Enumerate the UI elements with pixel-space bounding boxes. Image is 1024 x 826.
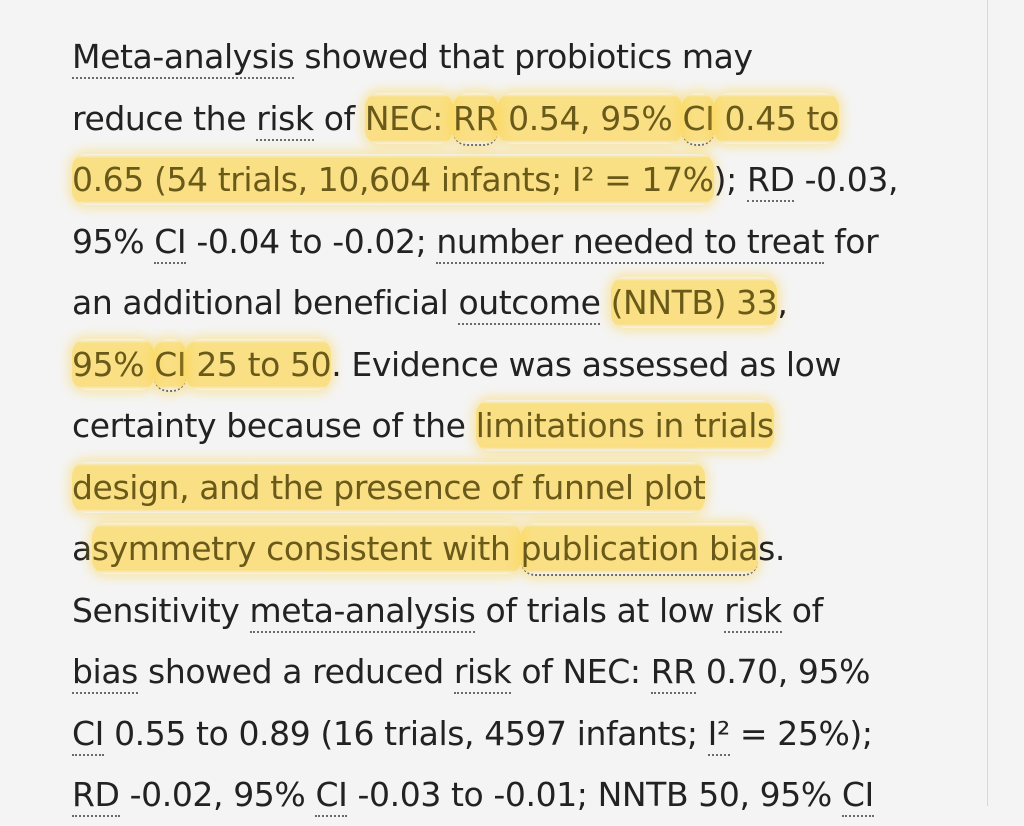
highlighted-text: 0.45 to: [714, 92, 839, 144]
text-line: design, and the presence of funnel plot: [72, 457, 972, 519]
glossary-term-link[interactable]: CI: [154, 221, 187, 264]
text-segment: of trials at low: [475, 590, 725, 630]
glossary-term-link[interactable]: CI: [72, 713, 104, 756]
text-segment: -0.02, 95%: [119, 775, 316, 814]
text-line: an additional beneficial outcome (NNTB) …: [72, 272, 972, 334]
glossary-term-link[interactable]: RR: [650, 652, 696, 694]
text-segment: of NEC:: [511, 652, 651, 691]
glossary-term-link[interactable]: CI: [315, 775, 348, 817]
highlighted-text: limitations in trials: [475, 400, 774, 451]
text-line: certainty because of the limitations in …: [72, 395, 972, 457]
text-line: RD -0.02, 95% CI -0.03 to -0.01; NNTB 50…: [72, 764, 972, 826]
text-segment: certainty because of the: [72, 406, 476, 445]
text-line: 95% CI -0.04 to -0.02; number needed to …: [72, 211, 972, 273]
glossary-term-link[interactable]: I²: [707, 713, 730, 756]
text-segment: -0.03,: [794, 160, 899, 199]
text-segment: an additional beneficial: [72, 283, 459, 322]
glossary-term-link[interactable]: risk: [453, 652, 512, 694]
highlighted-text: design, and the presence of funnel plot: [72, 461, 706, 513]
content-edge-divider: [987, 0, 988, 806]
text-segment: . Evidence was assessed as low: [331, 344, 842, 384]
highlighted-text: 25 to 50: [186, 338, 332, 390]
glossary-term-link[interactable]: Meta-analysis: [72, 37, 295, 79]
highlighted-text: NEC:: [364, 92, 454, 144]
highlighted-glossary-term[interactable]: CI: [682, 92, 715, 146]
text-line: Meta-analysis showed that probiotics may: [72, 26, 972, 88]
text-line: asymmetry consistent with publication bi…: [72, 518, 972, 580]
text-segment: [600, 283, 610, 322]
highlighted-glossary-term[interactable]: publication bia: [520, 523, 759, 576]
highlighted-text: 95%: [72, 338, 155, 390]
text-segment: showed that probiotics may: [294, 37, 753, 76]
text-segment: for: [823, 221, 879, 261]
glossary-term-link[interactable]: CI: [841, 775, 874, 817]
highlighted-text: 0.65 (54 trials, 10,604 infants; I² = 17…: [72, 154, 714, 205]
text-segment: -0.03 to -0.01; NNTB 50, 95%: [347, 775, 842, 814]
glossary-term-link[interactable]: outcome: [458, 283, 601, 325]
text-segment: 0.55 to 0.89 (16 trials, 4597 infants;: [103, 713, 708, 753]
text-segment: a: [72, 529, 92, 568]
text-segment: = 25%);: [729, 713, 873, 753]
text-segment: 0.70, 95%: [695, 652, 871, 691]
glossary-term-link[interactable]: RD: [746, 160, 795, 202]
highlighted-text: symmetry consistent with: [91, 523, 521, 574]
glossary-term-link[interactable]: risk: [724, 590, 782, 633]
text-line: bias showed a reduced risk of NEC: RR 0.…: [72, 641, 972, 703]
text-segment: );: [713, 160, 747, 199]
highlighted-text: (NNTB) 33: [610, 277, 778, 328]
text-segment: s.: [758, 529, 786, 568]
text-segment: of: [781, 590, 823, 630]
text-segment: -0.04 to -0.02;: [186, 221, 437, 261]
text-segment: 95%: [72, 221, 155, 261]
text-line: CI 0.55 to 0.89 (16 trials, 4597 infants…: [72, 703, 972, 765]
glossary-term-link[interactable]: risk: [256, 98, 314, 141]
highlighted-glossary-term[interactable]: RR: [453, 92, 498, 146]
highlighted-text: 0.54, 95%: [498, 92, 683, 144]
glossary-term-link[interactable]: RD: [72, 775, 120, 817]
text-segment: of: [313, 98, 365, 138]
text-segment: showed a reduced: [137, 652, 454, 691]
text-line: 95% CI 25 to 50. Evidence was assessed a…: [72, 334, 972, 396]
glossary-term-link[interactable]: bias: [72, 652, 138, 694]
text-line: Sensitivity meta-analysis of trials at l…: [72, 580, 972, 642]
text-line: reduce the risk of NEC: RR 0.54, 95% CI …: [72, 88, 972, 150]
highlighted-glossary-term[interactable]: CI: [154, 338, 187, 392]
text-segment: reduce the: [72, 98, 257, 138]
text-line: 0.65 (54 trials, 10,604 infants; I² = 17…: [72, 149, 972, 211]
text-segment: Sensitivity: [72, 590, 250, 630]
text-segment: ,: [777, 283, 788, 322]
abstract-text: Meta-analysis showed that probiotics may…: [72, 26, 972, 826]
page: Meta-analysis showed that probiotics may…: [72, 0, 988, 817]
glossary-term-link[interactable]: number needed to treat: [436, 221, 824, 264]
glossary-term-link[interactable]: meta-analysis: [249, 590, 476, 633]
